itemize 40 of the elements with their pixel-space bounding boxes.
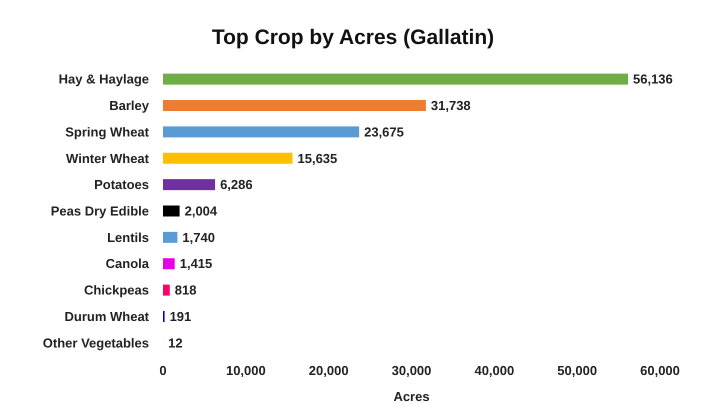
y-tick-label: Chickpeas: [84, 282, 149, 298]
x-tick-label: 50,000: [557, 363, 598, 378]
y-tick-label: Potatoes: [94, 177, 149, 192]
y-tick-label: Durum Wheat: [64, 308, 150, 324]
x-tick-label: 20,000: [308, 363, 349, 378]
data-label: 56,136: [632, 72, 673, 87]
bar: [163, 179, 216, 190]
data-label: 15,635: [298, 150, 338, 166]
x-axis-title: Acres: [393, 389, 430, 404]
x-tick-label: 40,000: [474, 363, 514, 378]
y-tick-label: Winter Wheat: [66, 150, 150, 166]
data-label: 6,286: [220, 177, 253, 192]
bar: [163, 284, 170, 296]
data-label: 31,738: [430, 98, 471, 114]
bar: [163, 100, 426, 112]
bar: [163, 152, 293, 164]
y-tick-label: Canola: [106, 256, 150, 272]
bar: [163, 258, 175, 270]
data-label: 1,740: [182, 230, 215, 245]
data-label: 818: [174, 282, 196, 298]
data-label: 191: [170, 308, 192, 324]
y-tick-label: Hay & Haylage: [58, 72, 149, 87]
y-tick-label: Peas Dry Edible: [50, 204, 149, 218]
y-tick-label: Lentils: [107, 230, 149, 245]
bar: [163, 232, 178, 243]
data-label: 12: [168, 335, 183, 350]
x-tick-label: 10,000: [226, 363, 266, 378]
x-tick-label: 30,000: [392, 363, 432, 378]
y-tick-label: Barley: [109, 98, 150, 114]
bar: [163, 126, 360, 138]
data-label: 23,675: [364, 124, 404, 140]
bar: [163, 206, 180, 216]
y-tick-label: Spring Wheat: [65, 124, 150, 140]
chart-title: Top Crop by Acres (Gallatin): [212, 26, 494, 49]
data-label: 1,415: [180, 256, 212, 272]
bar: [163, 74, 628, 85]
data-label: 2,004: [184, 204, 218, 218]
y-tick-label: Other Vegetables: [42, 335, 149, 350]
x-tick-label: 0: [159, 363, 167, 378]
x-tick-label: 60,000: [640, 363, 680, 378]
